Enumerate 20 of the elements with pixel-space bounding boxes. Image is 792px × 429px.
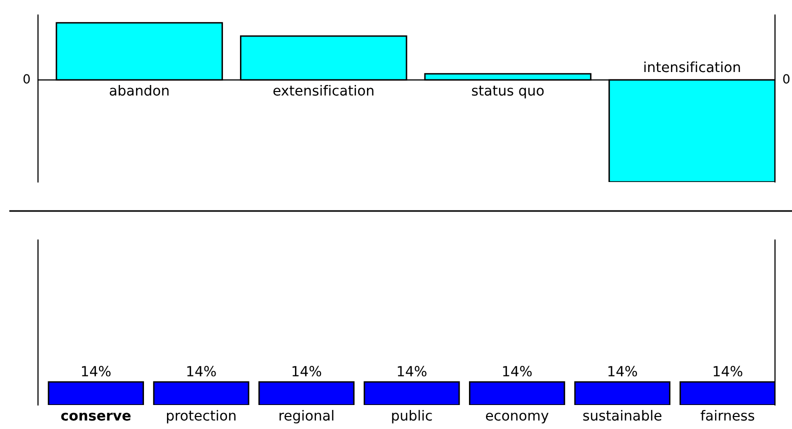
- x-tick-label: status quo: [472, 86, 544, 98]
- x-tick-label: intensification: [644, 61, 740, 72]
- x-tick-label: extensification: [273, 84, 374, 96]
- x-tick-label: fairness: [700, 410, 754, 421]
- x-tick-label: abandon: [110, 84, 169, 96]
- data-label: 14%: [503, 366, 532, 376]
- data-label: 14%: [714, 366, 742, 376]
- data-label: 14%: [292, 366, 322, 376]
- data-label: 14%: [608, 366, 638, 376]
- x-tick-label: public: [392, 410, 432, 424]
- data-label: 14%: [82, 366, 111, 376]
- x-tick-label: protection: [166, 410, 236, 424]
- data-label: 14%: [398, 366, 426, 376]
- x-tick-label: conserve: [61, 412, 131, 421]
- text: 0: [24, 74, 30, 84]
- x-tick-label: sustainable: [583, 410, 662, 421]
- x-tick-label: regional: [280, 410, 334, 424]
- data-label: 14%: [187, 366, 216, 376]
- x-tick-label: economy: [486, 412, 548, 424]
- text: 0: [783, 74, 790, 84]
